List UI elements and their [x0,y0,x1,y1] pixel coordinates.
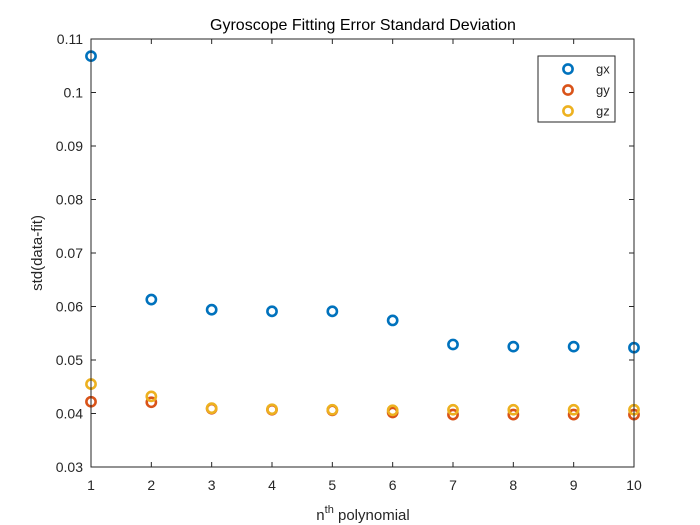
x-axis-title: nth polynomial [316,504,409,524]
legend-marker-gz [562,105,574,117]
legend-label-gx: gx [596,62,610,77]
x-tick-label: 5 [328,477,336,493]
x-tick-label: 3 [208,477,216,493]
tick-labels: 1 2 3 4 5 6 7 8 9 10 0.03 0.04 0.05 0.06 0.07 0.08 0.09 0… [56,31,642,493]
legend-marker-gx [562,63,574,75]
data-point-gz [386,404,399,417]
data-point-gz [266,403,278,416]
y-tick-label: 0.11 [57,31,83,47]
legend-box [537,55,616,123]
x-tick-label: 6 [389,477,397,493]
data-point-gy [507,408,520,421]
y-tick-label: 0.08 [56,192,83,208]
legend: gx gy gz [537,55,616,123]
y-tick-label: 0.05 [56,352,83,368]
y-tick-label: 0.07 [56,245,83,261]
data-point-gx [447,338,459,351]
y-tick-label: 0.04 [56,406,83,422]
legend-label-gy: gy [596,83,610,98]
y-axis-title: std(data-fit) [29,215,46,291]
y-tick-label: 0.03 [56,459,83,475]
y-tick-label: 0.1 [64,85,84,101]
x-axis-title-superscript: th [325,504,334,516]
data-point-gx [567,340,580,353]
data-point-gx [386,314,399,327]
data-point-gx [266,305,278,318]
series-gx [85,50,640,354]
data-point-gx [507,340,520,353]
x-tick-label: 9 [570,477,578,493]
x-tick-label: 2 [147,477,155,493]
x-tick-label: 7 [449,477,457,493]
data-point-gz [205,402,218,415]
data-point-gx [145,293,158,306]
y-tick-label: 0.06 [56,299,83,315]
legend-marker-gy [562,84,574,96]
x-axis-title-base: n [316,507,324,524]
y-tick-label: 0.09 [56,138,83,154]
x-axis-title-rest: polynomial [334,507,410,524]
legend-label-gz: gz [596,104,610,119]
data-point-gz [567,403,580,416]
data-point-gy [567,408,580,421]
axes-box [90,38,635,468]
data-point-gx [326,305,339,318]
data-point-gy [447,408,459,421]
x-tick-label: 4 [268,477,276,493]
data-point-gz [145,390,158,403]
data-point-gz [326,403,339,416]
x-tick-label: 1 [87,477,95,493]
x-tick-label: 10 [626,477,642,493]
data-points [85,50,640,421]
axes-frame [90,38,635,468]
data-point-gz [507,403,520,416]
data-point-gy [145,396,158,409]
data-point-gz [447,403,459,416]
data-point-gx [205,303,218,316]
x-tick-label: 8 [509,477,517,493]
chart-title: Gyroscope Fitting Error Standard Deviati… [210,17,516,34]
